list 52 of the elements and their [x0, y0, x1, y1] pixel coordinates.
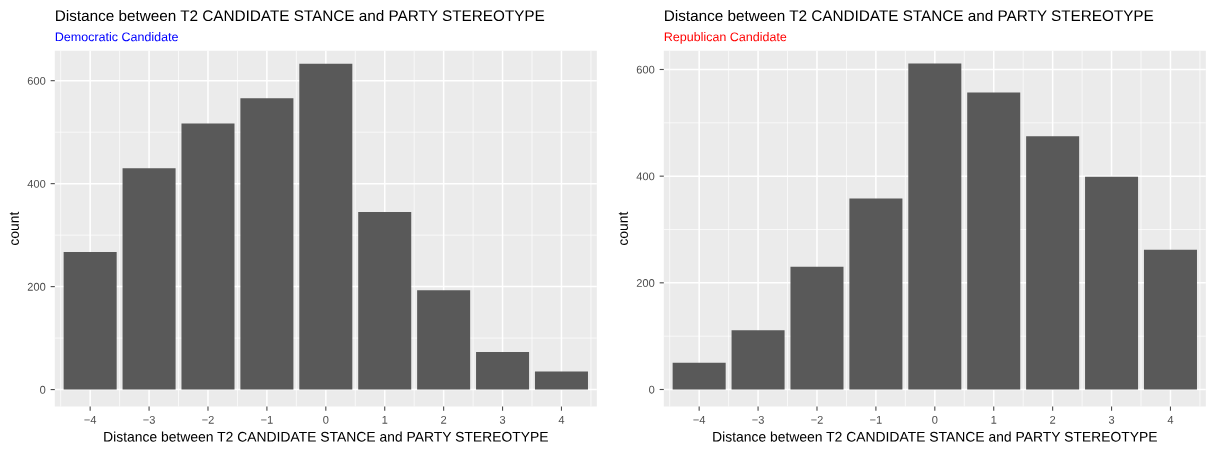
- chart-title: Distance between T2 CANDIDATE STANCE and PARTY STEREOTYPE: [56, 9, 545, 22]
- bar: [122, 168, 176, 390]
- x-axis-title: Distance between T2 CANDIDATE STANCE and PARTY STEREOTYPE: [713, 431, 1157, 442]
- x-tick-label: 3: [1108, 415, 1115, 424]
- x-tick-label: −4: [84, 416, 97, 424]
- x-tick-label: −1: [870, 416, 882, 424]
- x-tick-label: 3: [499, 415, 506, 424]
- x-tick-label: −3: [143, 415, 155, 424]
- bar: [476, 351, 530, 390]
- y-tick-label: 200: [27, 282, 46, 291]
- bar: [1085, 176, 1139, 390]
- x-tick-label: 4: [1167, 416, 1174, 424]
- x-axis-title: Distance between T2 CANDIDATE STANCE and PARTY STEREOTYPE: [104, 431, 548, 442]
- bar: [967, 92, 1021, 390]
- bar: [849, 198, 903, 390]
- x-tick-label: −1: [261, 416, 273, 424]
- x-tick-label: −4: [693, 416, 706, 424]
- y-tick-label: 0: [40, 385, 46, 394]
- x-tick-label: 1: [382, 416, 388, 424]
- y-tick-label: 0: [649, 385, 655, 394]
- chart-title: Distance between T2 CANDIDATE STANCE and PARTY STEREOTYPE: [665, 9, 1154, 22]
- y-tick-label: 400: [27, 179, 46, 188]
- bar: [240, 98, 294, 390]
- bar: [1143, 249, 1197, 390]
- x-tick-label: −2: [811, 415, 823, 424]
- bar: [908, 63, 962, 390]
- bar: [299, 63, 353, 390]
- bar: [534, 371, 588, 390]
- x-tick-label: −2: [202, 415, 214, 424]
- x-tick-label: 1: [991, 416, 997, 424]
- y-tick-label: 600: [27, 76, 46, 85]
- x-tick-label: 2: [1050, 415, 1056, 424]
- x-tick-label: 0: [932, 415, 938, 424]
- x-tick-label: 2: [441, 415, 447, 424]
- bar: [181, 123, 235, 390]
- bar: [358, 211, 412, 390]
- bar: [672, 362, 726, 390]
- chart-subtitle: Democratic Candidate: [55, 32, 178, 42]
- y-axis-title: count: [9, 211, 19, 246]
- y-axis-title: count: [618, 211, 628, 246]
- bar: [790, 266, 844, 390]
- bar: [417, 290, 471, 390]
- y-tick-label: 400: [636, 172, 655, 181]
- bar: [731, 330, 785, 390]
- x-tick-label: 4: [558, 416, 565, 424]
- bar: [63, 252, 117, 390]
- bar: [1026, 136, 1080, 390]
- y-tick-label: 200: [636, 279, 655, 287]
- y-tick-label: 600: [636, 65, 655, 74]
- x-tick-label: 0: [323, 415, 329, 424]
- x-tick-label: −3: [752, 415, 764, 424]
- chart-subtitle: Republican Candidate: [664, 32, 787, 44]
